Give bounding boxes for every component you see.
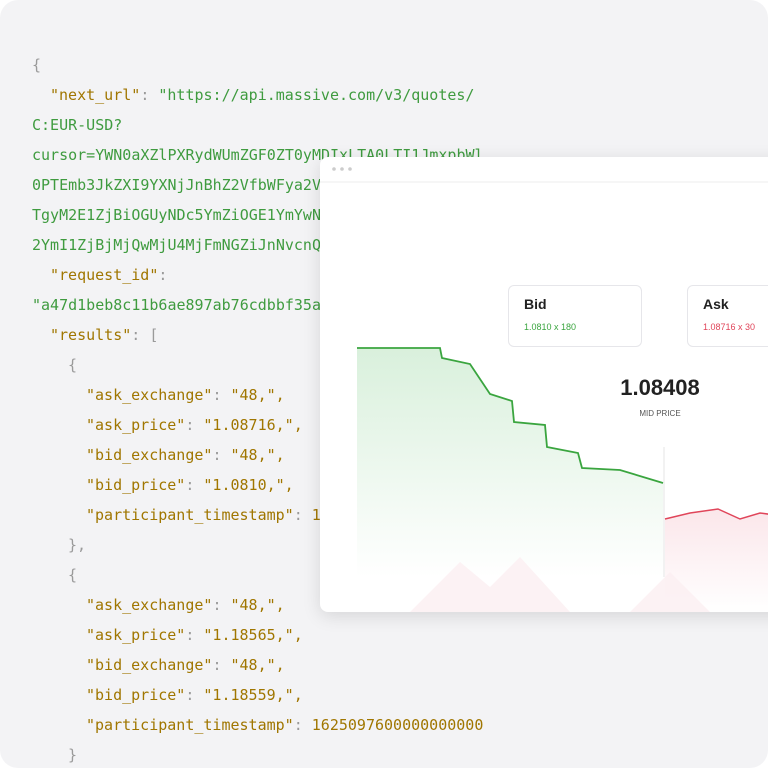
code-line: "results": [ (50, 325, 158, 345)
code-line: { (68, 565, 77, 585)
punct: { (68, 566, 78, 584)
code-line: { (32, 55, 41, 75)
ask-area (665, 509, 768, 612)
key: "ask_exchange" (86, 596, 213, 614)
code-line: 2YmI1ZjBjMjQwMjU4MjFmNGZiJnNvcnQ (32, 235, 321, 255)
punct: : (185, 476, 204, 494)
value: "1.18559,", (203, 686, 303, 704)
bid-value: 1.0810 x 180 (524, 322, 577, 332)
code-line: "participant_timestamp": 1 (86, 505, 321, 525)
punct: } (68, 746, 78, 764)
mid-price-label: MID PRICE (639, 409, 681, 418)
string: "https://api.massive.com/v3/quotes/ (158, 86, 475, 104)
code-line: "a47d1beb8c11b6ae897ab76cdbbf35a (32, 295, 321, 315)
punct: : (185, 416, 204, 434)
punct: { (32, 56, 42, 74)
code-line: "participant_timestamp": 162509760000000… (86, 715, 483, 735)
punct: : (212, 446, 231, 464)
key: "bid_exchange" (86, 446, 213, 464)
quote-widget: Bid 1.0810 x 180 Ask 1.08716 x 30 1.0840… (320, 157, 768, 612)
key: "bid_price" (86, 476, 186, 494)
key: "bid_exchange" (86, 656, 213, 674)
value: "48,", (230, 446, 285, 464)
punct: : (158, 266, 168, 284)
key: "ask_price" (86, 626, 186, 644)
string: "a47d1beb8c11b6ae897ab76cdbbf35a (32, 296, 321, 314)
value: "1.08716,", (203, 416, 303, 434)
punct: : (212, 386, 231, 404)
dot (332, 167, 336, 171)
key: "ask_price" (86, 416, 186, 434)
dot (348, 167, 352, 171)
value: "48,", (230, 656, 285, 674)
string: C:EUR-USD? (32, 116, 123, 134)
bid-line (357, 347, 664, 484)
punct: : (185, 626, 204, 644)
code-line: "bid_exchange": "48,", (86, 655, 285, 675)
ask-value: 1.08716 x 30 (703, 322, 756, 332)
dot (340, 167, 344, 171)
punct: [ (149, 326, 159, 344)
background-shape (410, 557, 710, 612)
punct: : (212, 596, 231, 614)
ask-card: Ask 1.08716 x 30 (687, 285, 768, 347)
code-line: "ask_price": "1.08716,", (86, 415, 303, 435)
key: "ask_exchange" (86, 386, 213, 404)
code-line: "request_id": (50, 265, 167, 285)
punct: : (131, 326, 150, 344)
key: "results" (50, 326, 132, 344)
widget-graphics (320, 167, 768, 612)
punct: : (140, 86, 159, 104)
bid-area (357, 348, 663, 577)
key: "request_id" (50, 266, 159, 284)
code-line: C:EUR-USD? (32, 115, 122, 135)
key: "next_url" (50, 86, 141, 104)
string: 2YmI1ZjBjMjQwMjU4MjFmNGZiJnNvcnQ (32, 236, 321, 254)
bid-label: Bid (524, 296, 547, 312)
mid-price: 1.08408 (620, 375, 700, 400)
string: 0PTEmb3JkZXI9YXNjJnBhZ2VfbWFya2V (32, 176, 321, 194)
punct: : (185, 686, 204, 704)
punct: { (68, 356, 78, 374)
value: "48,", (230, 386, 285, 404)
code-line: "next_url": "https://api.massive.com/v3/… (50, 85, 474, 105)
key: "participant_timestamp" (86, 506, 294, 524)
number: 1 (311, 506, 321, 524)
value: "1.18565,", (203, 626, 303, 644)
punct: }, (68, 536, 87, 554)
code-line: "ask_exchange": "48,", (86, 385, 285, 405)
code-line: "ask_price": "1.18565,", (86, 625, 303, 645)
code-line: }, (68, 535, 86, 555)
string: TgyM2E1ZjBiOGUyNDc5YmZiOGE1YmYwN (32, 206, 321, 224)
ask-label: Ask (703, 296, 729, 312)
code-line: "bid_exchange": "48,", (86, 445, 285, 465)
value: "48,", (230, 596, 285, 614)
value: "1.0810,", (203, 476, 294, 494)
punct: : (293, 506, 312, 524)
code-line: TgyM2E1ZjBiOGUyNDc5YmZiOGE1YmYwN (32, 205, 321, 225)
number: 1625097600000000000 (311, 716, 484, 734)
bid-card: Bid 1.0810 x 180 (508, 285, 642, 347)
key: "bid_price" (86, 686, 186, 704)
punct: : (212, 656, 231, 674)
key: "participant_timestamp" (86, 716, 294, 734)
code-line: } (68, 745, 77, 765)
code-line: "bid_price": "1.0810,", (86, 475, 294, 495)
code-line: "ask_exchange": "48,", (86, 595, 285, 615)
punct: : (293, 716, 312, 734)
code-line: { (68, 355, 77, 375)
code-line: "bid_price": "1.18559,", (86, 685, 303, 705)
code-line: 0PTEmb3JkZXI9YXNjJnBhZ2VfbWFya2V (32, 175, 321, 195)
ask-line (664, 508, 768, 520)
